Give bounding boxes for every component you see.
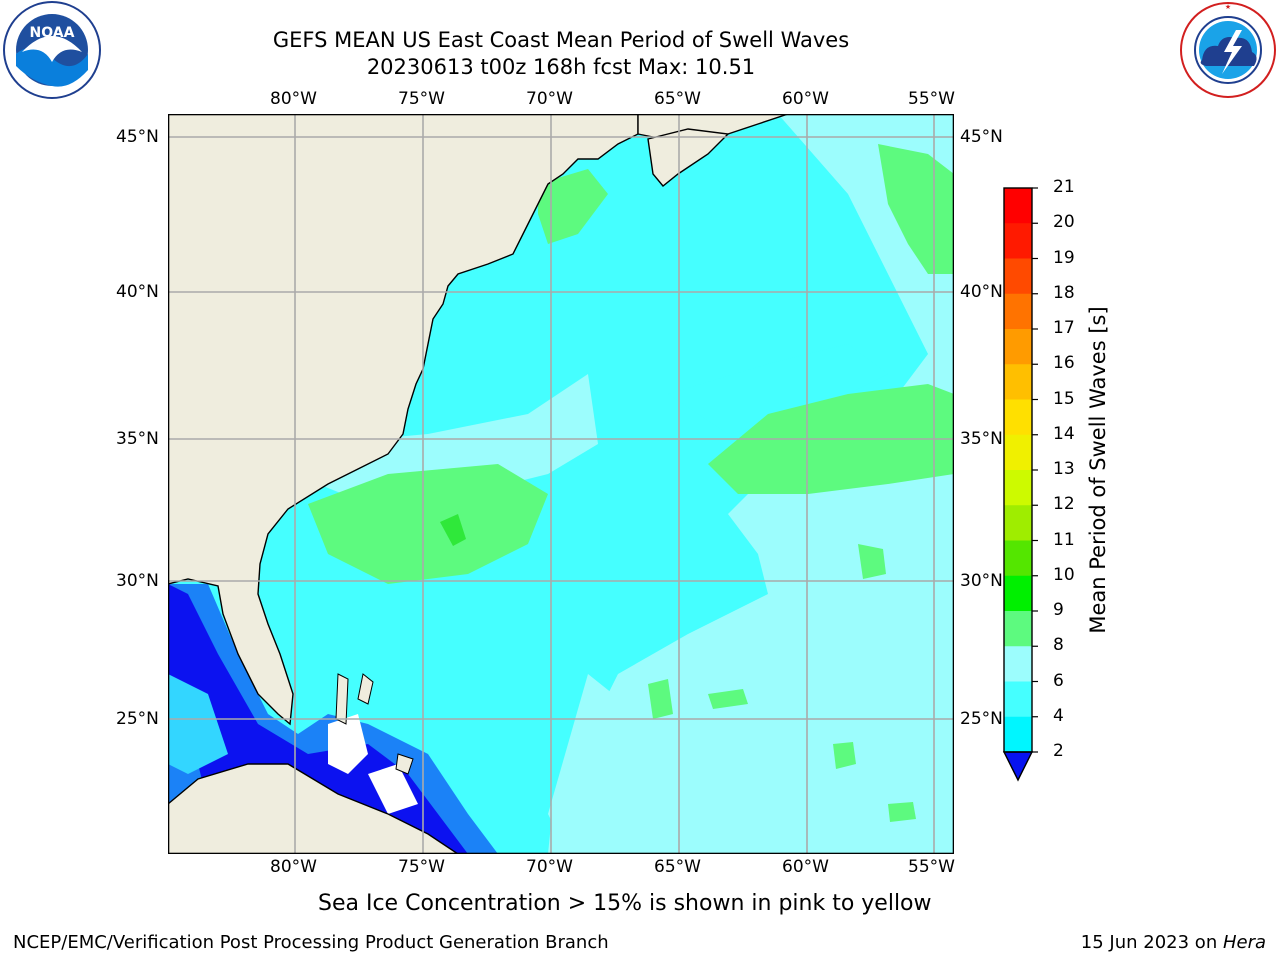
colorbar-band [1004,293,1032,330]
nws-logo: ★ [1178,0,1278,100]
colorbar-band [1004,470,1032,506]
lon-label-bottom-60w: 60°W [782,857,829,877]
lon-label-top-55w: 55°W [908,89,955,109]
lon-label-top-80w: 80°W [270,89,317,109]
mid-cyan-region [168,674,228,774]
colorbar-band [1004,434,1032,471]
colorbar-tick-label: 8 [1053,635,1064,656]
lon-label-bottom-80w: 80°W [270,857,317,877]
green-patch-gulf-maine [538,169,608,244]
sea-ice-caption: Sea Ice Concentration > 15% is shown in … [318,891,932,916]
colorbar-tick-label: 11 [1053,529,1075,550]
lon-label-bottom-70w: 70°W [526,857,573,877]
colorbar-tick-label: 20 [1053,212,1075,233]
svg-text:★: ★ [1225,3,1231,11]
colorbar-band [1004,681,1032,718]
ocean-streak [668,344,888,434]
footer-host: Hera [1222,932,1266,953]
colorbar-band [1004,716,1032,753]
noaa-logo-text: NOAA [30,25,75,41]
lon-label-top-70w: 70°W [526,89,573,109]
colorbar-band [1004,575,1032,612]
colorbar-tick-label: 19 [1053,247,1075,268]
green-patch-ne [878,144,954,274]
lat-label-left-25n: 25°N [116,709,159,729]
lat-label-left-45n: 45°N [116,127,159,147]
lon-label-bottom-75w: 75°W [398,857,445,877]
colorbar-tick-label: 14 [1053,423,1075,444]
colorbar-band [1004,646,1032,682]
lon-label-bottom-65w: 65°W [654,857,701,877]
land-north-america [167,113,639,726]
lon-label-top-65w: 65°W [654,89,701,109]
lon-label-top-75w: 75°W [398,89,445,109]
map-frame [167,113,955,855]
colorbar-band [1004,188,1032,224]
footer-date: 15 Jun 2023 on [1080,932,1223,953]
green-patch-small-3 [708,689,748,709]
footer-timestamp: 15 Jun 2023 on Hera [1081,932,1266,953]
map-subtitle: 20230613 t00z 168h fcst Max: 10.51 [366,55,756,79]
lat-label-right-35n: 35°N [960,429,1003,449]
lat-label-left-30n: 30°N [116,571,159,591]
lat-label-right-30n: 30°N [960,571,1003,591]
green-patch-small-5 [888,802,916,822]
colorbar-tick-label: 13 [1053,459,1075,479]
footer-credit: NCEP/EMC/Verification Post Processing Pr… [13,932,609,953]
colorbar-band [1004,505,1032,541]
map-title: GEFS MEAN US East Coast Mean Period of S… [272,28,850,52]
colorbar-band [1004,611,1032,647]
lat-label-right-45n: 45°N [960,127,1003,147]
dark-green-patch [440,514,466,546]
colorbar-tick-label: 16 [1053,353,1075,374]
lat-label-right-25n: 25°N [960,709,1003,729]
lat-label-left-35n: 35°N [116,429,159,449]
land-bahamas-3 [395,753,414,775]
colorbar-band [1004,223,1032,259]
lon-label-top-60w: 60°W [782,89,829,109]
green-patch-small-4 [833,742,856,769]
colorbar-tick-label: 18 [1053,282,1075,303]
colorbar-tick-label: 6 [1053,670,1064,691]
colorbar-tick-label: 17 [1053,318,1075,338]
colorbar-band [1004,329,1032,365]
green-patch-small-2 [648,679,673,719]
colorbar-tick-label: 9 [1053,600,1064,620]
colorbar-band [1004,540,1032,577]
land-bahamas-1 [335,673,349,725]
green-patch-central [308,464,548,584]
colorbar-tick-label: 21 [1053,177,1075,197]
colorbar-band [1004,364,1032,400]
white-patch-bahamas [328,714,368,774]
colorbar-tick-label: 4 [1053,705,1064,726]
lon-label-bottom-55w: 55°W [908,857,955,877]
noaa-logo: NOAA [2,0,102,100]
colorbar-tick-label: 15 [1053,388,1075,409]
land-bahamas-2 [357,673,374,705]
grid-lines [168,114,954,854]
lat-label-left-40n: 40°N [116,282,159,302]
lat-label-right-40n: 40°N [960,282,1003,302]
colorbar-tick-label: 12 [1053,494,1075,515]
white-patch-bahamas-2 [368,764,418,814]
green-patch-small-1 [858,544,886,579]
colorbar-tick-label: 10 [1053,564,1075,585]
colorbar-title: Mean Period of Swell Waves [s] [1086,306,1110,634]
colorbar-band [1004,258,1032,295]
colorbar-band [1004,399,1032,436]
colorbar [1000,180,1040,790]
colorbar-extend-triangle [1002,751,1034,782]
swell-period-map [167,113,955,855]
light-cyan-east [548,114,954,854]
land-nova-scotia-peninsula [647,128,730,187]
colorbar-tick-label: 2 [1053,741,1064,761]
